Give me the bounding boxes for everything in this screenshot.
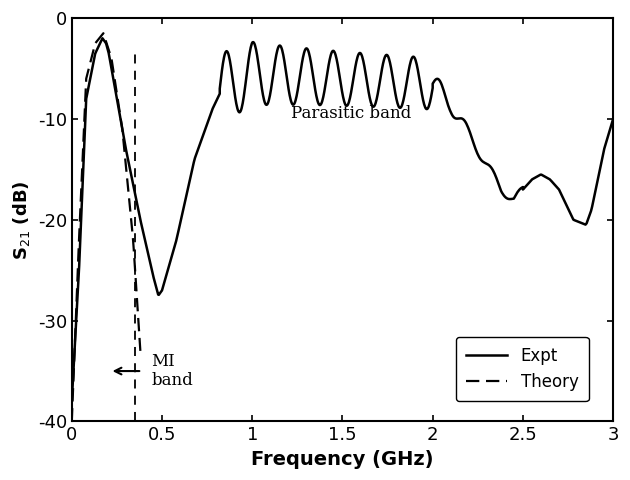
X-axis label: Frequency (GHz): Frequency (GHz) <box>251 450 433 469</box>
Line: Expt: Expt <box>72 38 613 401</box>
Expt <box>159 283 167 289</box>
Text: MI
band: MI band <box>151 353 193 389</box>
Line: Theory: Theory <box>72 33 140 421</box>
Expt <box>466 127 473 133</box>
Expt <box>84 84 92 90</box>
Expt <box>413 61 420 67</box>
Theory <box>70 369 77 374</box>
Theory <box>68 419 76 424</box>
Expt <box>531 175 539 180</box>
Theory <box>100 30 107 36</box>
Expt <box>68 398 76 404</box>
Theory <box>111 77 118 83</box>
Expt <box>355 51 362 57</box>
Theory <box>114 96 122 101</box>
Text: Parasitic band: Parasitic band <box>291 106 411 122</box>
Theory <box>137 348 144 354</box>
Expt <box>609 116 617 122</box>
Legend: Expt, Theory: Expt, Theory <box>455 336 588 401</box>
Expt <box>99 36 106 41</box>
Theory <box>115 102 122 108</box>
Theory <box>76 209 84 215</box>
Y-axis label: S$_{21}$ (dB): S$_{21}$ (dB) <box>11 180 32 260</box>
Theory <box>109 64 117 70</box>
